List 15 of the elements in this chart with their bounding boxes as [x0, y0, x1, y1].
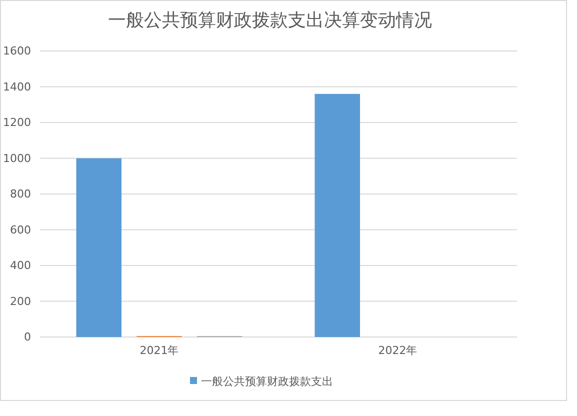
bar: [314, 94, 360, 337]
chart-title: 一般公共预算财政拨款支出决算变动情况: [108, 10, 432, 31]
x-tick-label: 2022年: [378, 344, 418, 357]
x-tick-label: 2021年: [140, 344, 179, 357]
y-tick-label: 600: [10, 223, 31, 236]
y-tick-label: 1000: [3, 152, 31, 165]
y-tick-label: 1600: [3, 44, 31, 58]
legend-label: 一般公共预算财政拨款支出: [201, 375, 333, 388]
y-tick-label: 0: [24, 330, 31, 344]
y-tick-label: 1200: [3, 116, 31, 130]
y-tick-label: 800: [10, 188, 31, 201]
y-tick-label: 400: [10, 259, 31, 272]
bar: [76, 158, 122, 337]
y-tick-label: 200: [10, 294, 31, 308]
y-tick-label: 1400: [3, 80, 31, 94]
